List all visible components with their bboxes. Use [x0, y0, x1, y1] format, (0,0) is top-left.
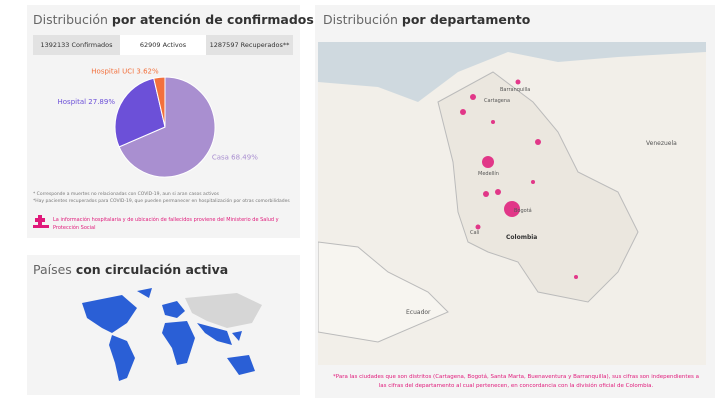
colombia-map: Venezuela Colombia Ecuador Medellín Bogo… [318, 42, 706, 365]
source: La información hospitalaria y de ubicaci… [53, 217, 279, 231]
pie-slice [153, 76, 166, 128]
title-light: Países [33, 262, 72, 277]
note: * Corresponde a muertes no relacionadas … [33, 192, 219, 197]
map-label: Venezuela [646, 140, 677, 147]
note: *Hay pacientes recuperados para COVID-19… [33, 199, 290, 204]
slice-value: 27.89% [88, 98, 115, 106]
title-bold: por departamento [401, 12, 531, 27]
map-title: Distribución por departamento [323, 12, 530, 27]
map-label: Barranquilla [500, 87, 530, 93]
countries-panel: Países con circulación activa [27, 255, 300, 395]
map-panel: Distribución por departamento Venezuela … [315, 5, 715, 398]
pie-panel: Distribución por atención de confirmados… [27, 5, 314, 238]
map-label: Bogotá [514, 207, 532, 214]
slice-name: Casa [212, 154, 229, 162]
tab[interactable]: 62909 Activos [120, 35, 206, 55]
title-light: Distribución [323, 12, 398, 27]
pie-slice [118, 76, 216, 178]
world-map [82, 288, 262, 381]
tab[interactable]: 1392133 Confirmados [33, 35, 120, 55]
tab[interactable]: 1287597 Recuperados** [206, 35, 293, 55]
pie-title: Distribución por atención de confirmados [33, 12, 314, 27]
pie-chart: Casa 68.49% Hospital 27.89% Hospital UCI 3… [58, 67, 258, 178]
pie-slice [114, 77, 166, 148]
slice-value: 3.62% [136, 67, 159, 75]
title-light: Distribución [33, 12, 108, 27]
slice-label: Hospital UCI 3.62% [91, 67, 159, 75]
health-icon [33, 215, 49, 228]
slice-value: 68.49% [231, 154, 258, 162]
map-label: Colombia [506, 234, 537, 241]
map-label: Medellín [478, 170, 499, 177]
slice-label: Hospital 27.89% [58, 98, 116, 106]
slice-name: Hospital [58, 98, 87, 106]
title-bold: por atención de confirmados [111, 12, 314, 27]
map-label: Ecuador [406, 309, 431, 316]
map-note: *Para las ciudades que son distritos (Ca… [333, 374, 699, 389]
title-bold: con circulación activa [75, 262, 229, 277]
slice-name: Hospital UCI [91, 67, 134, 75]
slice-label: Casa 68.49% [212, 154, 258, 162]
map-label: Cartagena [484, 98, 510, 104]
map-label: Cali [470, 230, 479, 236]
countries-title: Países con circulación activa [33, 262, 228, 277]
